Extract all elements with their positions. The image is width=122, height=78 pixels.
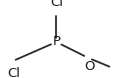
Text: Cl: Cl	[7, 67, 20, 78]
Text: O: O	[84, 60, 94, 73]
Text: P: P	[52, 35, 60, 49]
Text: Cl: Cl	[50, 0, 63, 9]
